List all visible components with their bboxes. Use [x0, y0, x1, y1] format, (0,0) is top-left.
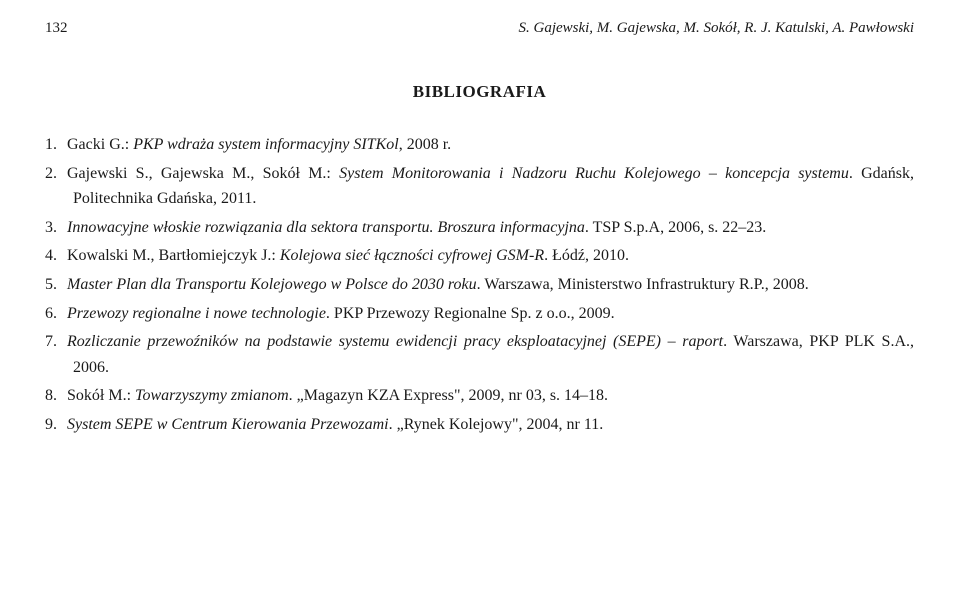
bib-num: 4.: [45, 243, 67, 269]
bib-title: Przewozy regionalne i nowe technologie: [67, 305, 326, 322]
bib-num: 9.: [45, 412, 67, 438]
bib-num: 6.: [45, 301, 67, 327]
bib-tail: . PKP Przewozy Regionalne Sp. z o.o., 20…: [326, 305, 615, 322]
bibliography-list: 1.Gacki G.: PKP wdraża system informacyj…: [45, 132, 914, 438]
bib-author: Kowalski M., Bartłomiejczyk J.:: [67, 247, 280, 264]
header-authors: S. Gajewski, M. Gajewska, M. Sokół, R. J…: [518, 20, 914, 37]
bib-tail: . „Rynek Kolejowy", 2004, nr 11.: [389, 416, 604, 433]
bib-num: 7.: [45, 329, 67, 355]
bib-num: 8.: [45, 383, 67, 409]
bib-num: 1.: [45, 132, 67, 158]
bib-title: Rozliczanie przewoźników na podstawie sy…: [67, 333, 723, 350]
bibliography-item: 4.Kowalski M., Bartłomiejczyk J.: Kolejo…: [45, 243, 914, 269]
bib-title: Innowacyjne włoskie rozwiązania dla sekt…: [67, 219, 585, 236]
bib-author: Gacki G.:: [67, 136, 133, 153]
bibliography-item: 2.Gajewski S., Gajewska M., Sokół M.: Sy…: [45, 161, 914, 212]
page-number: 132: [45, 20, 68, 37]
bibliography-item: 6.Przewozy regionalne i nowe technologie…: [45, 301, 914, 327]
bib-title: PKP wdraża system informacyjny SITKol: [133, 136, 398, 153]
bib-tail: , 2008 r.: [399, 136, 451, 153]
bib-author: Sokół M.:: [67, 387, 135, 404]
bib-title: Towarzyszymy zmianom: [135, 387, 289, 404]
bib-num: 5.: [45, 272, 67, 298]
bibliography-item: 5.Master Plan dla Transportu Kolejowego …: [45, 272, 914, 298]
bibliography-item: 9.System SEPE w Centrum Kierowania Przew…: [45, 412, 914, 438]
bib-title: Kolejowa sieć łączności cyfrowej GSM-R: [280, 247, 544, 264]
bibliography-item: 1.Gacki G.: PKP wdraża system informacyj…: [45, 132, 914, 158]
bib-tail: . Łódź, 2010.: [544, 247, 629, 264]
bib-tail: . „Magazyn KZA Express", 2009, nr 03, s.…: [289, 387, 608, 404]
bib-title: System Monitorowania i Nadzoru Ruchu Kol…: [339, 165, 849, 182]
bib-tail: . TSP S.p.A, 2006, s. 22–23.: [585, 219, 766, 236]
bib-tail: . Warszawa, Ministerstwo Infrastruktury …: [477, 276, 809, 293]
bib-author: Gajewski S., Gajewska M., Sokół M.:: [67, 165, 339, 182]
bib-title: System SEPE w Centrum Kierowania Przewoz…: [67, 416, 389, 433]
bibliography-item: 3.Innowacyjne włoskie rozwiązania dla se…: [45, 215, 914, 241]
bibliography-item: 8.Sokół M.: Towarzyszymy zmianom. „Magaz…: [45, 383, 914, 409]
bib-title: Master Plan dla Transportu Kolejowego w …: [67, 276, 477, 293]
bib-num: 2.: [45, 161, 67, 187]
bibliography-item: 7.Rozliczanie przewoźników na podstawie …: [45, 329, 914, 380]
section-title: BIBLIOGRAFIA: [45, 82, 914, 102]
bib-num: 3.: [45, 215, 67, 241]
page-header: 132 S. Gajewski, M. Gajewska, M. Sokół, …: [45, 20, 914, 37]
